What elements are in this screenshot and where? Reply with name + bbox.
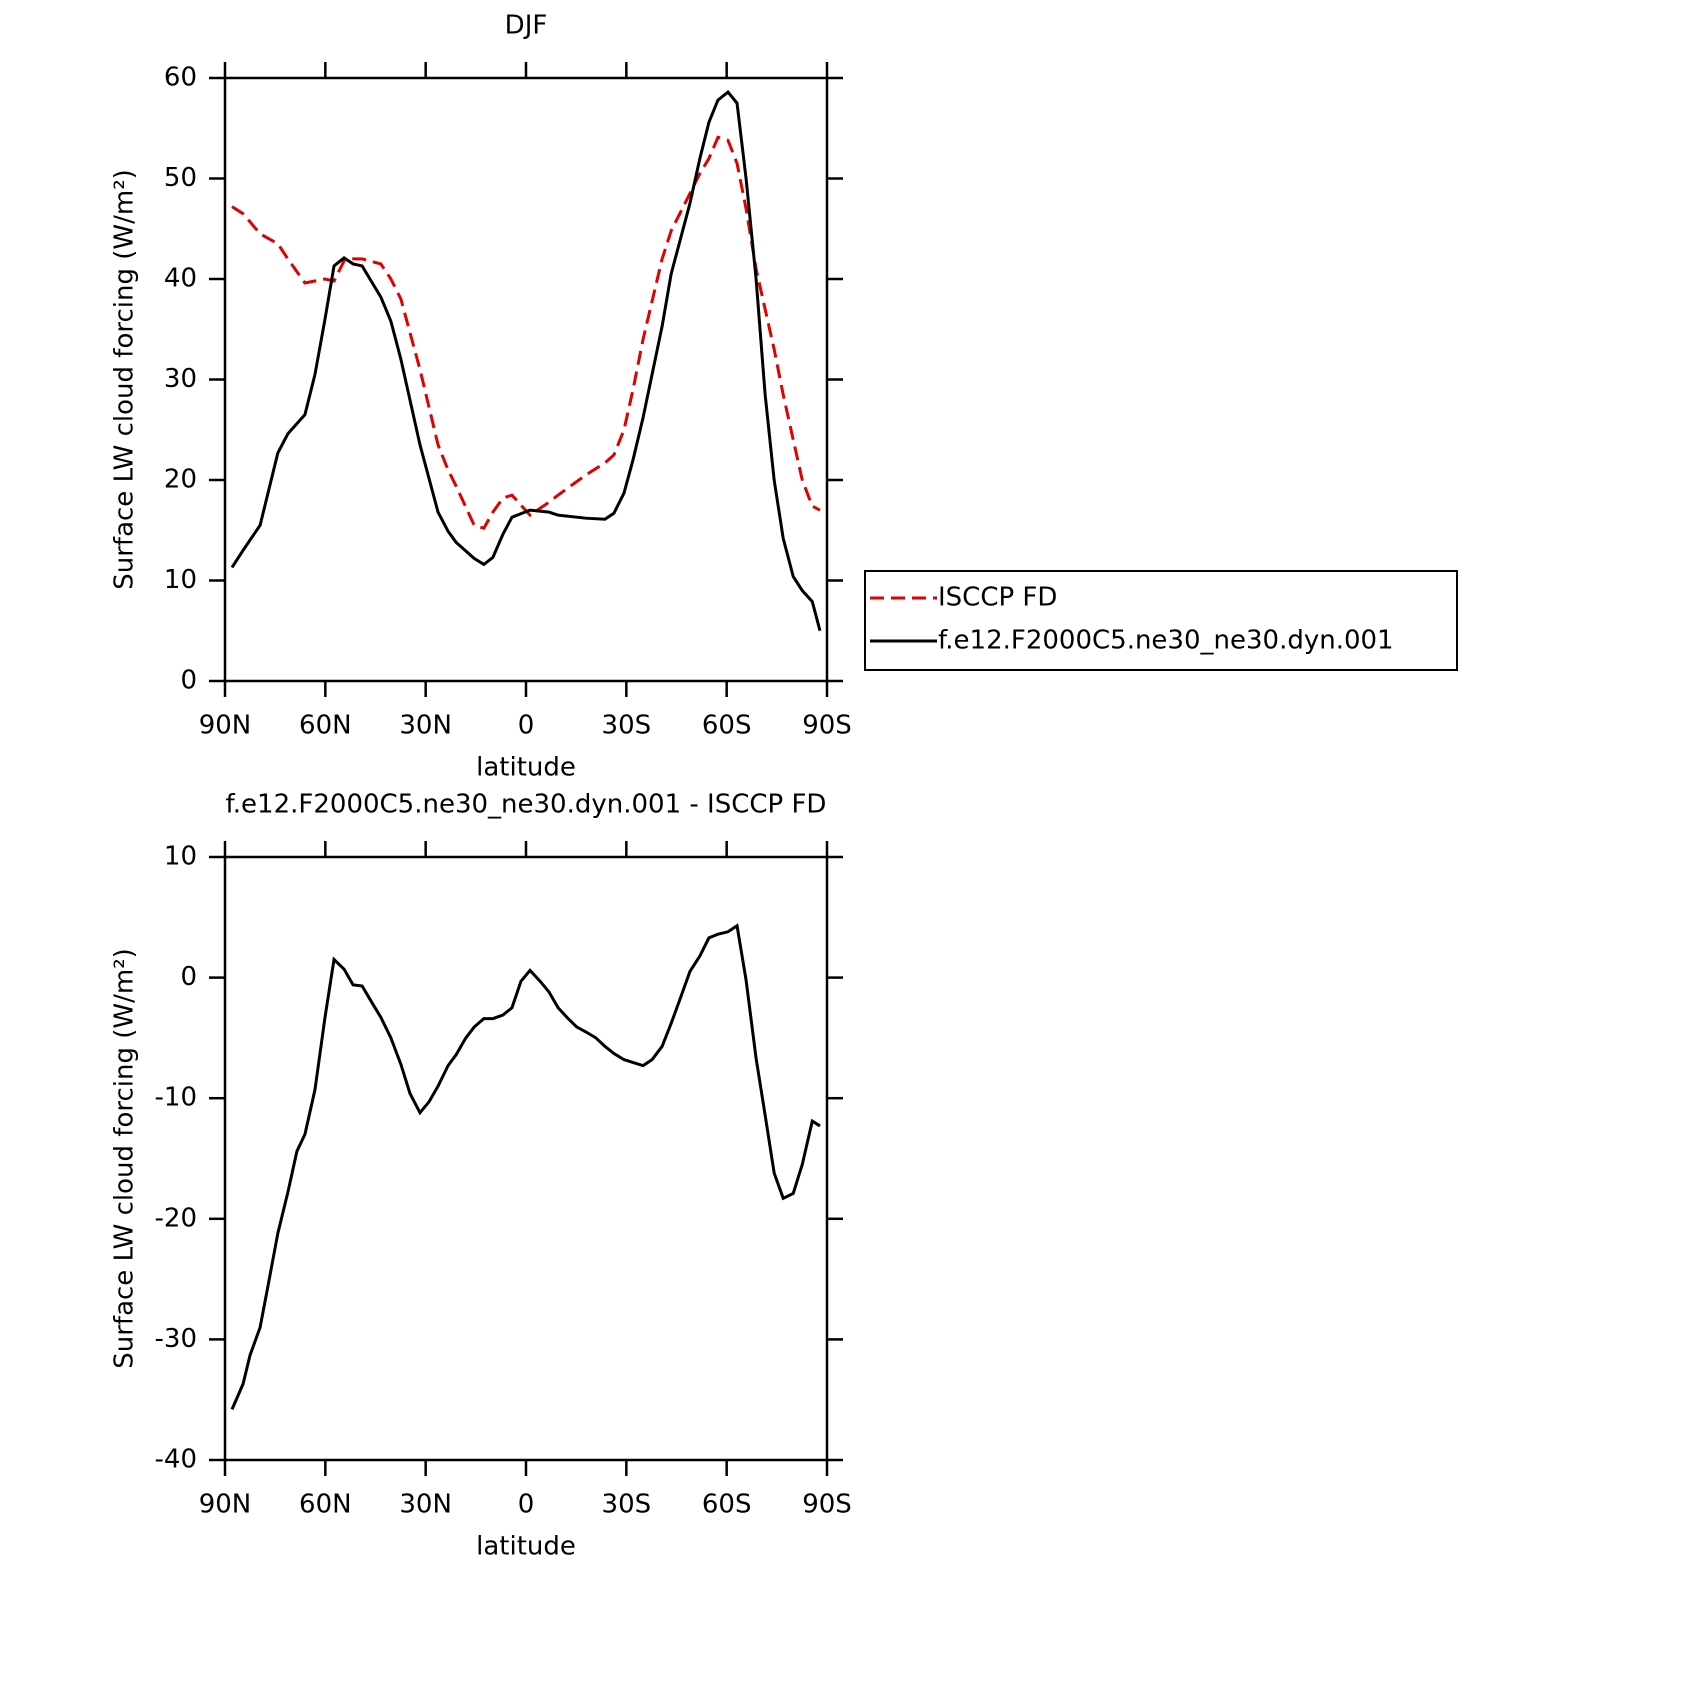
x-tick-label: 60S <box>702 1490 752 1520</box>
y-tick-label: -30 <box>155 1324 197 1354</box>
x-axis-label: latitude <box>476 753 576 783</box>
y-tick-label: 0 <box>180 666 197 696</box>
y-tick-label: 60 <box>164 63 197 93</box>
y-tick-label: -40 <box>155 1445 197 1475</box>
data-line <box>230 89 822 632</box>
chart-title: f.e12.F2000C5.ne30_ne30.dyn.001 - ISCCP … <box>226 790 827 820</box>
legend-label: ISCCP FD <box>938 583 1057 613</box>
legend-label: f.e12.F2000C5.ne30_ne30.dyn.001 <box>938 626 1394 656</box>
y-tick-label: 40 <box>164 264 197 294</box>
y-tick-label: 0 <box>180 962 197 992</box>
y-tick-label: 30 <box>164 364 197 394</box>
x-tick-label: 30N <box>399 1490 452 1520</box>
x-tick-label: 0 <box>518 711 535 741</box>
plot-frame <box>223 76 829 683</box>
y-axis-label: Surface LW cloud forcing (W/m²) <box>110 169 140 590</box>
y-tick-label: -10 <box>155 1083 197 1113</box>
x-tick-label: 90S <box>802 1490 852 1520</box>
x-tick-label: 60S <box>702 711 752 741</box>
data-line <box>231 135 821 531</box>
y-tick-label: 50 <box>164 163 197 193</box>
legend-box <box>864 570 1458 671</box>
x-tick-label: 30S <box>602 1490 652 1520</box>
x-tick-label: 90S <box>802 711 852 741</box>
x-axis-label: latitude <box>476 1532 576 1562</box>
chart-title: DJF <box>505 11 548 41</box>
legend: ISCCP FD f.e12.F2000C5.ne30_ne30.dyn.001 <box>864 570 1458 671</box>
x-tick-label: 30N <box>399 711 452 741</box>
x-tick-label: 60N <box>299 711 352 741</box>
y-tick-label: 20 <box>164 465 197 495</box>
x-tick-label: 30S <box>602 711 652 741</box>
y-tick-label: 10 <box>164 565 197 595</box>
x-tick-label: 90N <box>199 1490 252 1520</box>
y-tick-label: -20 <box>155 1203 197 1233</box>
data-line <box>230 923 821 1410</box>
x-tick-label: 60N <box>299 1490 352 1520</box>
y-axis-label: Surface LW cloud forcing (W/m²) <box>110 948 140 1369</box>
plot-frame <box>223 855 829 1462</box>
y-tick-label: 10 <box>164 842 197 872</box>
x-tick-label: 90N <box>199 711 252 741</box>
x-tick-label: 0 <box>518 1490 535 1520</box>
